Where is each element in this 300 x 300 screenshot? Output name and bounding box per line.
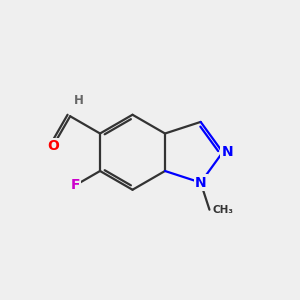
Text: H: H [74, 94, 84, 107]
Text: N: N [195, 176, 206, 190]
Text: O: O [47, 139, 59, 153]
Text: F: F [70, 178, 80, 192]
Text: N: N [221, 145, 233, 159]
Text: CH₃: CH₃ [212, 205, 233, 215]
